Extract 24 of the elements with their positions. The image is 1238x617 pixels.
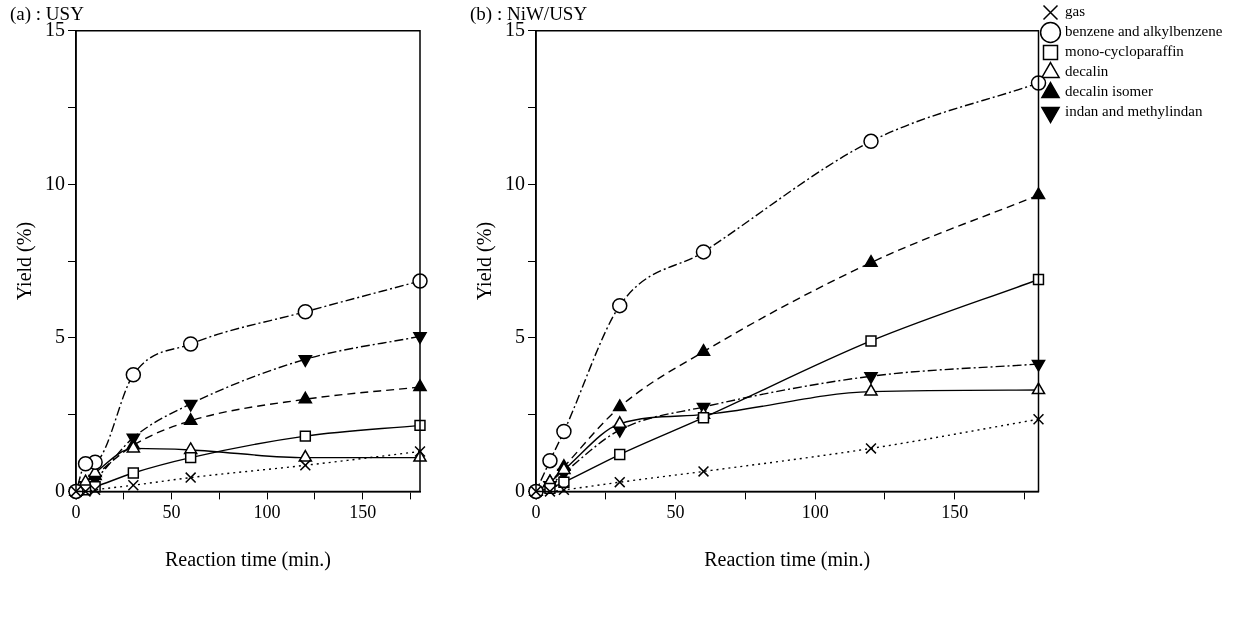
x-axis-title: Reaction time (min.) (704, 548, 871, 572)
y-tick-label: 0 (515, 478, 525, 501)
y-tick-label: 10 (505, 171, 525, 194)
x-tick-label: 100 (801, 501, 829, 522)
x-axis-title: Reaction time (min.) (164, 548, 332, 572)
x-tick-label: 0 (71, 501, 81, 522)
legend-label: decalin isomer (1065, 83, 1153, 100)
x-tick-label: 0 (531, 501, 541, 522)
legend-label: mono-cycloparaffin (1065, 43, 1185, 60)
legend-label: indan and methylindan (1065, 103, 1203, 120)
y-tick-label: 0 (55, 478, 65, 501)
x-tick-label: 50 (666, 501, 685, 522)
y-tick-label: 5 (515, 325, 525, 348)
legend-label: benzene and alkylbenzene (1065, 23, 1223, 40)
legend-label: decalin (1065, 63, 1109, 80)
x-tick-label: 150 (349, 501, 377, 522)
x-tick-label: 100 (253, 501, 281, 522)
y-tick-label: 5 (55, 325, 65, 348)
x-tick-label: 150 (941, 501, 969, 522)
legend-label: gas (1065, 3, 1086, 20)
x-tick-label: 50 (162, 501, 181, 522)
y-axis-title: Yield (%) (473, 221, 497, 301)
y-tick-label: 10 (45, 171, 65, 194)
y-axis-title: Yield (%) (13, 221, 37, 301)
